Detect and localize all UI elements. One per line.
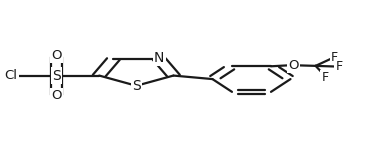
- Text: O: O: [51, 49, 62, 62]
- Text: O: O: [51, 89, 62, 102]
- Text: S: S: [132, 79, 141, 93]
- Text: O: O: [288, 59, 298, 72]
- Text: F: F: [335, 60, 342, 73]
- Text: F: F: [321, 71, 329, 84]
- Text: N: N: [154, 51, 164, 65]
- Text: Cl: Cl: [4, 69, 18, 82]
- Text: S: S: [52, 69, 61, 83]
- Text: F: F: [330, 51, 338, 64]
